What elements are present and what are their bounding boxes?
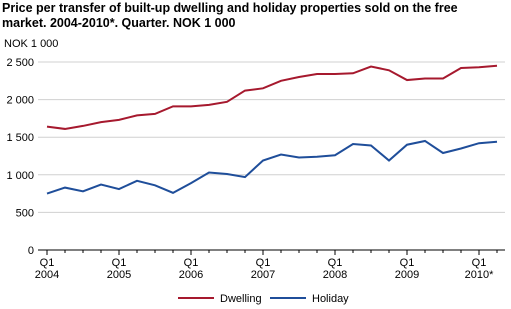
data-line: [46, 139, 498, 195]
y-tick-label: 1 000: [6, 170, 34, 182]
x-tick-label: Q1 2008: [323, 257, 347, 281]
legend-label: Dwelling: [220, 293, 262, 305]
x-tick-label: Q1 2006: [179, 257, 203, 281]
x-tick-label: Q1 2005: [107, 257, 131, 281]
y-tick-label: 500: [16, 207, 34, 219]
x-tick-label: Q1 2007: [251, 257, 275, 281]
y-axis-label: NOK 1 000: [4, 38, 58, 50]
y-tick-label: 2 000: [6, 95, 34, 107]
legend-label: Holiday: [312, 293, 349, 305]
chart-title: Price per transfer of built-up dwelling …: [2, 1, 458, 30]
x-tick-label: Q1 2010*: [465, 257, 494, 281]
y-tick-label: 2 500: [6, 57, 34, 69]
y-tick-label: 1 500: [6, 132, 34, 144]
data-line: [46, 64, 498, 130]
x-tick-label: Q1 2004: [35, 257, 59, 281]
x-tick-label: Q1 2009: [395, 257, 419, 281]
y-tick-label: 0: [28, 245, 34, 257]
